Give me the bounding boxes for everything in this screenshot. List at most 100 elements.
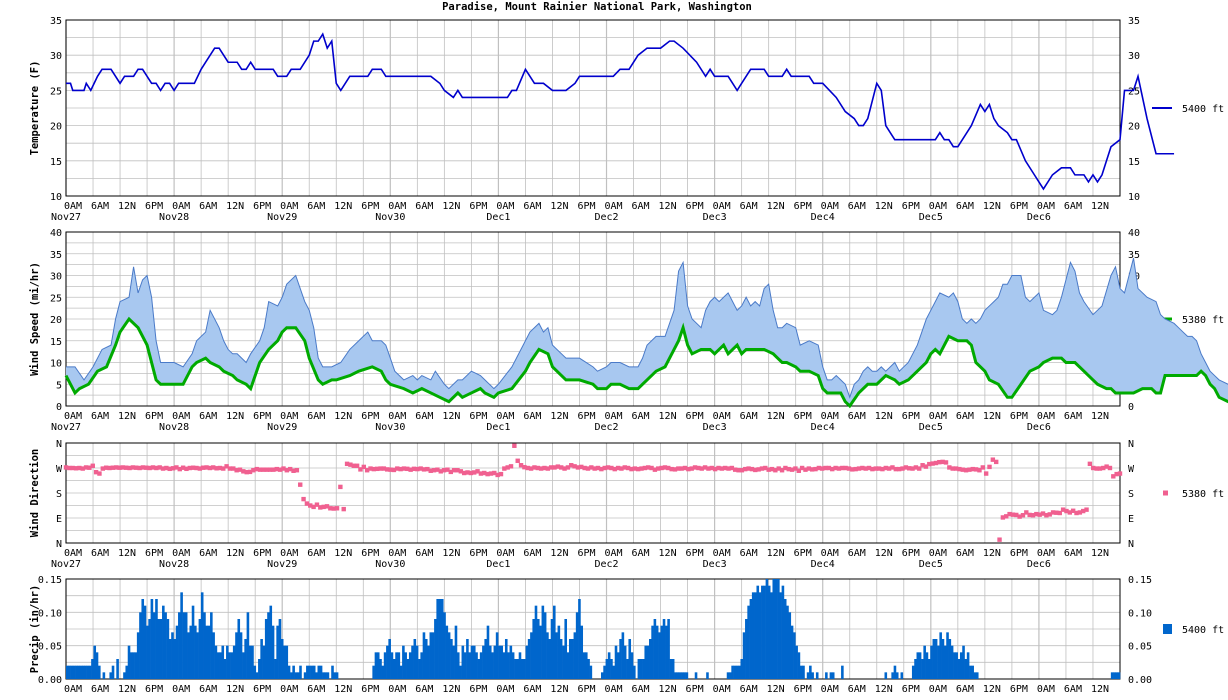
wind-direction-point [488, 471, 494, 476]
precip-bar [623, 645, 627, 679]
precip-bar [477, 659, 481, 679]
precip-bar [566, 652, 570, 679]
x-hour-label: 0AM [64, 684, 82, 695]
y-tick-label-left: 40 [50, 228, 62, 239]
precip-bar [235, 632, 238, 679]
precip-bar [580, 625, 584, 679]
x-hour-label: 12N [983, 411, 1001, 422]
wind-direction-point [264, 467, 269, 472]
precip-bar [322, 672, 325, 679]
x-hour-label: 0AM [929, 548, 947, 559]
wind-direction-point [1004, 514, 1009, 519]
precip-bar [317, 665, 321, 679]
x-hour-label: 6AM [523, 548, 541, 559]
precip-bar [911, 665, 915, 679]
precip-bar [607, 652, 611, 679]
wind-direction-point [722, 465, 728, 471]
precip-bar [184, 612, 188, 679]
x-day-label: Dec5 [919, 212, 943, 223]
wind-direction-point [304, 501, 310, 506]
precip-bar [452, 645, 455, 679]
x-day-label: Dec6 [1027, 422, 1051, 433]
precip-bar [681, 672, 684, 679]
precip-bar [411, 645, 414, 679]
precip-bar [82, 665, 85, 679]
wind-direction-point [820, 466, 825, 471]
precip-bar [543, 612, 547, 679]
wind-direction-point [980, 465, 986, 470]
precip-bar [660, 625, 664, 679]
wind-direction-point [237, 467, 243, 472]
precip-bar [374, 652, 378, 679]
precip-bar [267, 612, 270, 679]
wind-direction-point [793, 466, 798, 471]
precip-bar [758, 592, 762, 679]
precip-bar [971, 665, 974, 679]
wind-direction-point [562, 466, 567, 471]
precip-bar [399, 665, 403, 679]
x-hour-label: 0AM [172, 201, 190, 212]
y-tick-label-left: N [56, 439, 62, 450]
precip-bar [523, 659, 526, 679]
precip-bar [456, 652, 460, 679]
wind-direction-point [679, 466, 684, 471]
x-hour-label: 6PM [686, 411, 704, 422]
wind-direction-point [344, 461, 350, 467]
precip-bar [731, 665, 734, 679]
wind-direction-point [947, 465, 952, 470]
wind-direction-point [498, 471, 504, 477]
precip-bar [685, 672, 689, 679]
precip-bar [470, 645, 474, 679]
wind-direction-point [669, 466, 674, 472]
wind-direction-point [659, 465, 664, 471]
precip-bar [438, 599, 442, 679]
x-hour-label: 6PM [253, 548, 271, 559]
precip-bar [930, 645, 933, 679]
precip-bar [381, 665, 385, 679]
y-tick-label-right: 40 [1128, 228, 1140, 239]
wind-direction-point [796, 468, 801, 473]
wind-direction-point [294, 468, 300, 473]
wind-direction-point [569, 463, 574, 468]
wind-direction-point [913, 465, 919, 470]
precip-bar [285, 645, 289, 679]
precip-bar [950, 645, 954, 679]
y-tick-label-left: N [56, 539, 62, 550]
x-hour-label: 6AM [91, 684, 109, 695]
wind-direction-point [177, 466, 182, 472]
precip-bar [306, 665, 309, 679]
precip-bar [797, 652, 801, 679]
x-hour-label: 6AM [199, 411, 217, 422]
wind-direction-point [103, 465, 109, 470]
x-day-label: Dec4 [811, 559, 835, 570]
wind-direction-point [632, 466, 638, 471]
wind-direction-point [160, 466, 166, 471]
wind-direction-point [217, 465, 223, 471]
wind-direction-point [204, 465, 209, 470]
x-hour-label: 0AM [280, 201, 298, 212]
precip-bar [123, 672, 126, 679]
precip-bar [219, 652, 222, 679]
wind-direction-point [993, 459, 999, 465]
x-hour-label: 0AM [604, 548, 622, 559]
x-hour-label: 0AM [1037, 684, 1055, 695]
x-hour-label: 6PM [1010, 411, 1028, 422]
precip-bar [589, 665, 593, 679]
precip-bar [386, 645, 389, 679]
x-hour-label: 6AM [415, 684, 433, 695]
legend-swatch [1163, 490, 1168, 496]
precip-bar [925, 652, 929, 679]
y-tick-label-left: 10 [50, 192, 62, 203]
precip-bar [134, 652, 138, 679]
precip-bar [248, 645, 252, 679]
precip-bar [408, 652, 412, 679]
precip-bar [310, 665, 314, 679]
wind-direction-point [515, 458, 520, 463]
x-day-label: Nov27 [51, 559, 81, 570]
x-hour-label: 6PM [145, 411, 163, 422]
x-day-label: Dec3 [703, 212, 727, 223]
wind-direction-point [154, 465, 159, 471]
precip-bar [694, 672, 698, 679]
wind-direction-point [124, 465, 129, 470]
wind-direction-point [605, 465, 611, 470]
